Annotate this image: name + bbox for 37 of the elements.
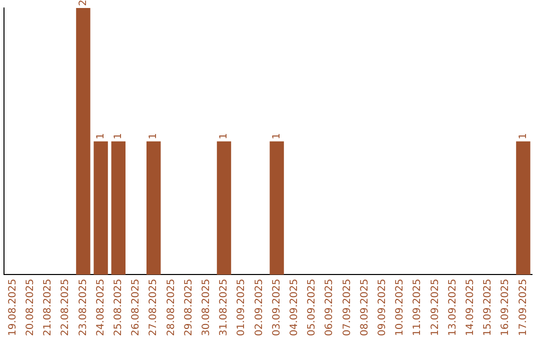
x-tick-label: 03.09.2025 <box>271 278 282 336</box>
x-tick-label: 22.08.2025 <box>60 278 72 336</box>
x-tick-label: 31.08.2025 <box>218 278 230 336</box>
x-tick-label: 12.09.2025 <box>430 278 441 336</box>
x-tick-label: 04.09.2025 <box>288 278 300 336</box>
x-tick-label: 29.08.2025 <box>183 278 194 336</box>
x-tick-label: 23.08.2025 <box>78 278 89 336</box>
x-tick-label: 01.09.2025 <box>236 278 248 336</box>
x-tick-label: 28.08.2025 <box>166 278 177 336</box>
x-tick-label: 15.09.2025 <box>482 278 494 336</box>
x-tick-label: 08.09.2025 <box>359 278 370 336</box>
x-tick-label: 25.08.2025 <box>112 278 124 336</box>
x-tick-label: 27.08.2025 <box>148 278 160 336</box>
x-tick-label: 24.08.2025 <box>95 278 106 336</box>
x-tick-label: 02.09.2025 <box>254 278 265 336</box>
x-tick-label: 16.09.2025 <box>500 278 512 336</box>
data-label: 1 <box>95 132 106 140</box>
x-tick-label: 19.08.2025 <box>7 278 18 336</box>
x-tick-label: 17.09.2025 <box>518 278 529 336</box>
data-label: 1 <box>218 132 230 140</box>
x-tick-label: 10.09.2025 <box>394 278 406 336</box>
x-tick-label: 30.08.2025 <box>200 278 212 336</box>
x-tick-label: 09.09.2025 <box>376 278 388 336</box>
data-label: 1 <box>148 132 160 140</box>
x-tick-label: 07.09.2025 <box>342 278 353 336</box>
data-label: 1 <box>112 132 124 140</box>
x-tick-label: 14.09.2025 <box>464 278 476 336</box>
data-label: 2 <box>78 0 89 6</box>
x-tick-label: 06.09.2025 <box>324 278 336 336</box>
x-tick-label: 05.09.2025 <box>306 278 318 336</box>
x-tick-label: 11.09.2025 <box>412 278 424 336</box>
x-tick-label: 26.08.2025 <box>130 278 142 336</box>
data-label: 1 <box>271 132 282 140</box>
x-tick-label: 21.08.2025 <box>42 278 54 336</box>
x-tick-label: 13.09.2025 <box>447 278 458 336</box>
x-tick-label: 20.08.2025 <box>24 278 36 336</box>
data-label: 1 <box>518 132 529 140</box>
